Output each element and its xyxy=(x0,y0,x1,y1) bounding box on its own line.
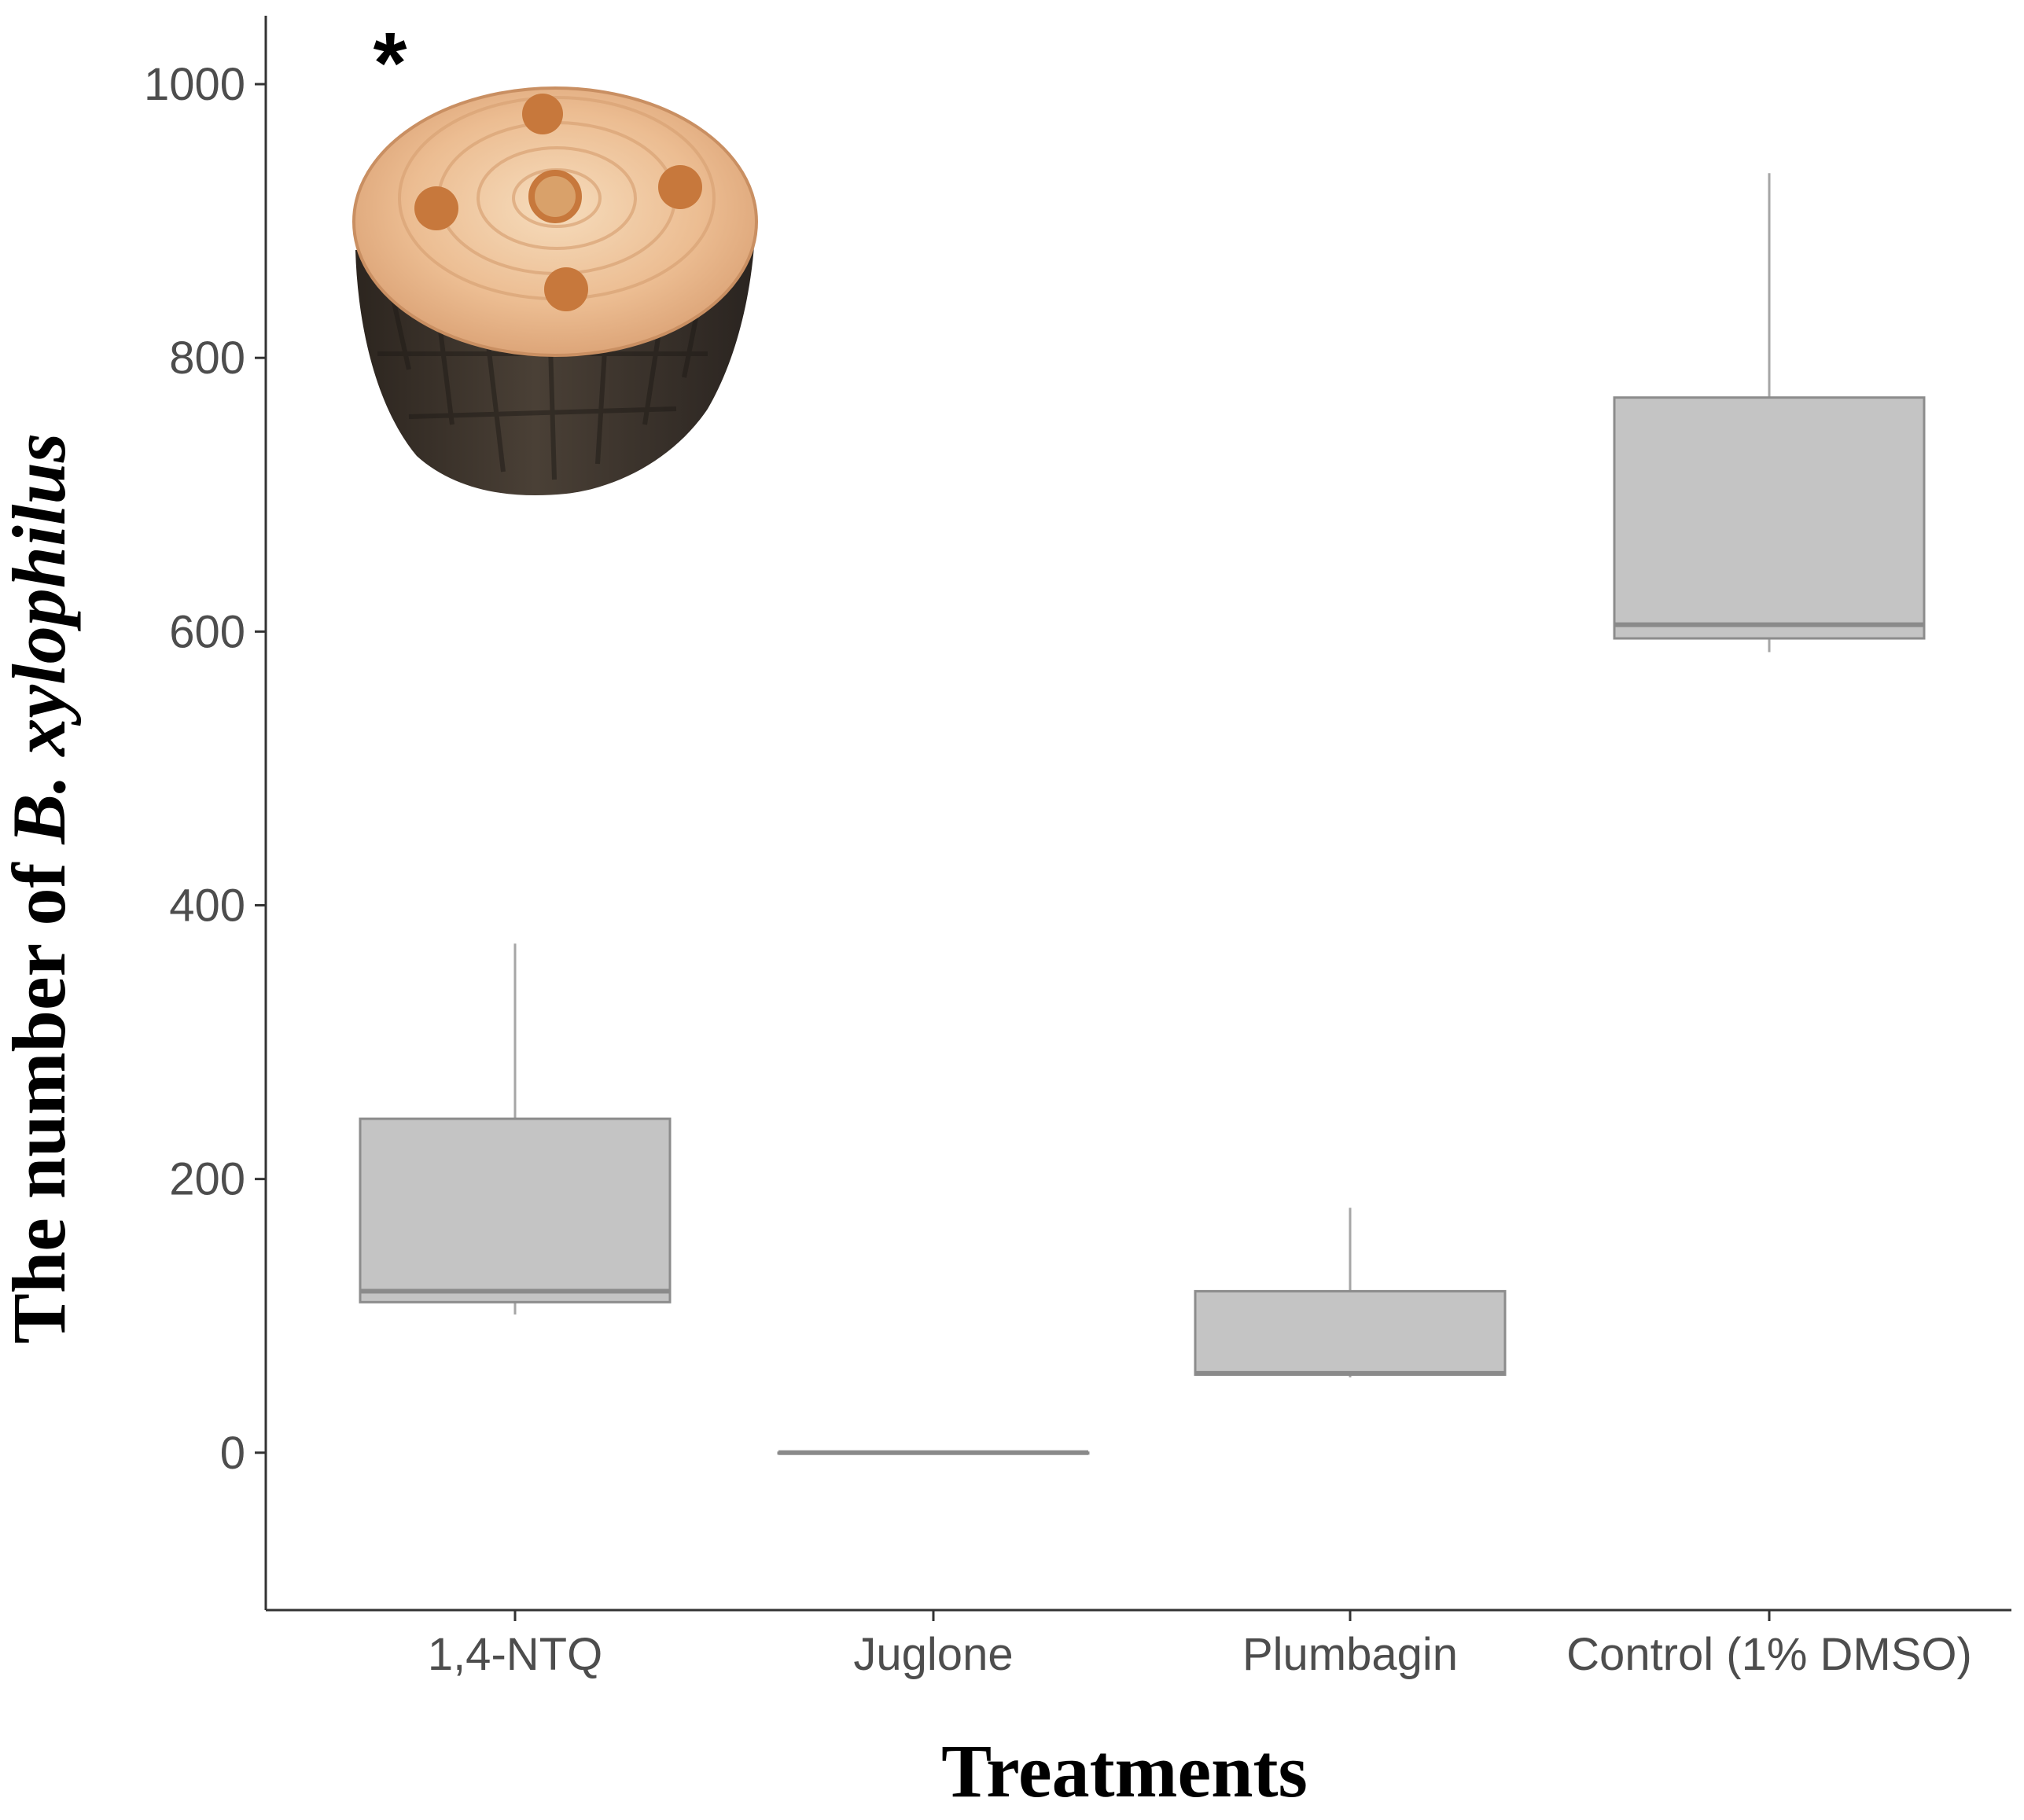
iqr-box xyxy=(1613,396,1926,640)
x-tick-label: 1,4-NTQ xyxy=(428,1629,602,1680)
y-axis-title: The number of B. xylophilus xyxy=(0,433,81,1344)
iqr-box xyxy=(1194,1289,1507,1377)
drill-hole xyxy=(658,165,702,209)
wood-disc-image xyxy=(352,86,758,496)
y-axis-title-prefix: The number of xyxy=(0,844,81,1344)
drill-hole xyxy=(414,186,458,230)
iqr-box xyxy=(359,1117,672,1303)
x-tick-label: Juglone xyxy=(853,1629,1013,1680)
x-axis-title: Treatments xyxy=(941,1729,1308,1813)
y-tick-label: 800 xyxy=(169,333,245,384)
box-0 xyxy=(359,943,672,1314)
growth-ring xyxy=(477,146,637,250)
x-tick-label: Plumbagin xyxy=(1242,1629,1458,1680)
y-tick-label: 200 xyxy=(169,1154,245,1205)
y-tick-label: 1000 xyxy=(144,59,245,110)
x-axis-ticks: 1,4-NTQ Juglone Plumbagin Control (1% DMSO) xyxy=(428,1610,1972,1680)
drill-hole xyxy=(528,170,582,223)
y-tick-label: 400 xyxy=(169,881,245,932)
y-tick-label: 0 xyxy=(220,1428,245,1479)
box-3 xyxy=(1613,173,1926,653)
y-tick-label: 600 xyxy=(169,606,245,657)
growth-ring xyxy=(512,168,602,228)
box-1 xyxy=(777,1450,1090,1455)
x-tick-label: Control (1% DMSO) xyxy=(1566,1629,1972,1680)
y-axis-title-italic: B. xylophilus xyxy=(0,433,81,845)
significance-asterisk: * xyxy=(374,15,407,112)
box-2 xyxy=(1194,1208,1507,1378)
drill-hole xyxy=(522,94,563,134)
drill-hole xyxy=(544,267,588,311)
box-series xyxy=(359,173,1926,1455)
y-axis-ticks: 0 200 400 600 800 1000 xyxy=(144,59,266,1479)
